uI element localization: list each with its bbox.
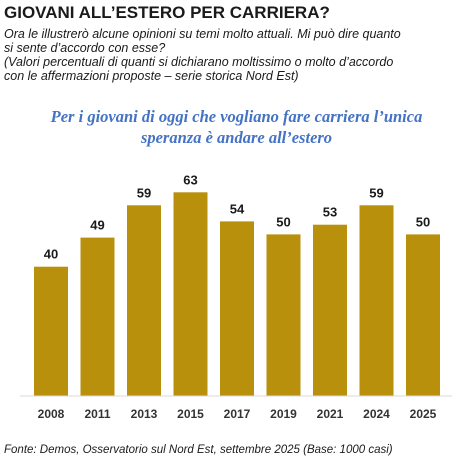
x-tick-label: 2015 <box>177 407 204 421</box>
data-label: 59 <box>137 185 151 200</box>
bar-2019 <box>266 234 301 396</box>
bar-2013 <box>127 205 161 396</box>
chart-subtitle: Ora le illustrerò alcune opinioni su tem… <box>4 27 466 83</box>
x-tick-label: 2017 <box>224 407 251 421</box>
bar-2024 <box>359 205 394 396</box>
bar-2017 <box>220 221 254 396</box>
data-label: 54 <box>230 201 245 216</box>
source-note: Fonte: Demos, Osservatorio sul Nord Est,… <box>4 444 393 456</box>
question-line: speranza è andare all’estero <box>140 128 333 147</box>
chart-title: GIOVANI ALL’ESTERO PER CARRIERA? <box>4 3 330 22</box>
bar-2015 <box>173 192 208 396</box>
survey-question: Per i giovani di oggi che vogliano fare … <box>10 106 463 148</box>
bar-2011 <box>80 237 115 396</box>
x-tick-label: 2019 <box>270 407 297 421</box>
bar-2021 <box>313 224 347 396</box>
subtitle-line: Ora le illustrerò alcune opinioni su tem… <box>4 27 401 41</box>
x-tick-label: 2021 <box>317 407 344 421</box>
data-label: 49 <box>90 218 104 233</box>
data-label: 63 <box>183 172 197 187</box>
x-tick-label: 2013 <box>131 407 158 421</box>
bar-chart: 40 2008 49 2011 59 2013 63 2015 54 2017 50 2019 53 20… <box>20 172 452 421</box>
bar-2025 <box>406 234 440 396</box>
data-label: 59 <box>369 185 383 200</box>
x-tick-label: 2011 <box>84 407 110 421</box>
x-tick-label: 2024 <box>363 407 390 421</box>
data-label: 40 <box>44 247 58 262</box>
data-label: 50 <box>276 214 290 229</box>
data-label: 53 <box>323 205 337 220</box>
x-tick-label: 2008 <box>38 407 65 421</box>
x-tick-label: 2025 <box>410 407 437 421</box>
question-line: Per i giovani di oggi che vogliano fare … <box>50 107 423 126</box>
subtitle-line: con le affermazioni proposte – serie sto… <box>4 69 299 83</box>
data-label: 50 <box>416 214 430 229</box>
subtitle-line: si sente d’accordo con esse? <box>4 41 166 55</box>
subtitle-line: (Valori percentuali di quanti si dichiar… <box>4 55 394 69</box>
bar-2008 <box>34 266 68 396</box>
